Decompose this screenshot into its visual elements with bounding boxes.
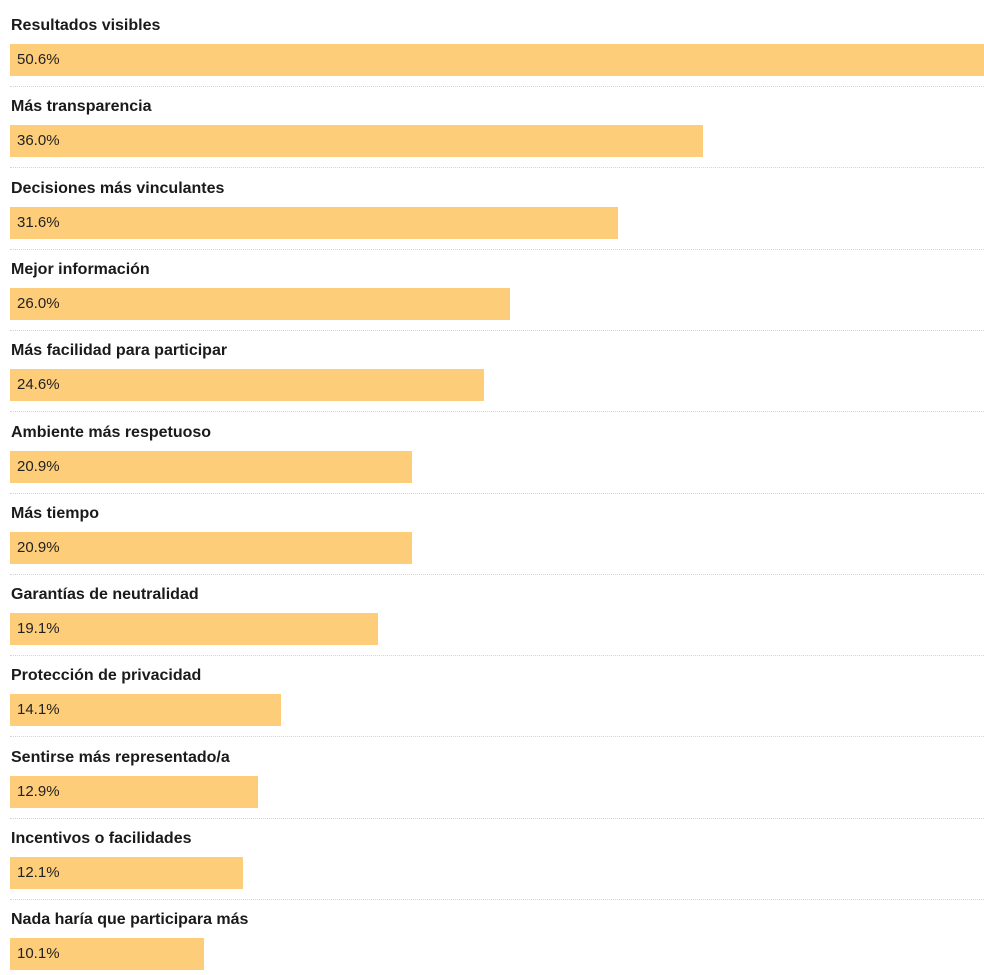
bar	[10, 613, 378, 646]
category-label: Ambiente más respetuoso	[11, 423, 212, 441]
category-label: Más transparencia	[11, 98, 152, 116]
category-label: Más tiempo	[11, 504, 100, 522]
row-divider	[10, 817, 984, 819]
row-divider	[10, 655, 984, 657]
bar-row: Incentivos o facilidades 12.1%	[0, 813, 984, 900]
row-divider	[10, 899, 984, 900]
row-divider	[10, 492, 984, 494]
category-label: Garantías de neutralidad	[11, 586, 199, 604]
bar-row: Más transparencia 36.0%	[0, 81, 984, 169]
bar-row: Nada haría que participara más 10.1%	[0, 894, 984, 975]
row-divider	[10, 573, 984, 575]
category-label: Resultados visibles	[11, 17, 161, 34]
bar	[10, 775, 259, 808]
row-divider	[10, 167, 984, 169]
bar	[10, 287, 511, 320]
value-label: 14.1%	[17, 701, 60, 719]
value-label: 50.6%	[17, 51, 60, 68]
bar	[10, 206, 619, 239]
bar-row: Más tiempo 20.9%	[0, 488, 984, 575]
value-label: 19.1%	[17, 620, 60, 638]
bar-row: Resultados visibles 50.6%	[0, 0, 984, 87]
bar-row: Mejor información 26.0%	[0, 244, 984, 331]
category-label: Sentirse más representado/a	[11, 748, 230, 766]
bar	[10, 44, 984, 76]
row-divider	[10, 736, 984, 738]
value-label: 20.9%	[17, 457, 60, 475]
category-label: Decisiones más vinculantes	[11, 179, 225, 197]
bar	[10, 369, 484, 402]
value-label: 36.0%	[17, 132, 60, 150]
value-label: 12.9%	[17, 782, 60, 800]
bar	[10, 857, 243, 889]
bar-row: Decisiones más vinculantes 31.6%	[0, 163, 984, 250]
value-label: 26.0%	[17, 294, 60, 312]
category-label: Protección de privacidad	[11, 667, 202, 685]
value-label: 31.6%	[17, 213, 60, 231]
value-label: 10.1%	[17, 945, 60, 963]
bar-row: Sentirse más representado/a 12.9%	[0, 732, 984, 819]
row-divider	[10, 411, 984, 413]
bar-row: Garantías de neutralidad 19.1%	[0, 569, 984, 657]
bar	[10, 450, 413, 483]
row-divider	[10, 329, 984, 331]
value-label: 12.1%	[17, 864, 60, 881]
row-divider	[10, 248, 984, 250]
row-divider	[10, 86, 984, 87]
bar	[10, 531, 413, 564]
bar-row: Ambiente más respetuoso 20.9%	[0, 407, 984, 494]
value-label: 20.9%	[17, 538, 60, 556]
category-label: Más facilidad para participar	[11, 342, 228, 360]
category-label: Nada haría que participara más	[11, 911, 249, 929]
category-label: Mejor información	[11, 260, 150, 278]
value-label: 24.6%	[17, 376, 60, 394]
category-label: Incentivos o facilidades	[11, 830, 192, 847]
bar-row: Protección de privacidad 14.1%	[0, 650, 984, 738]
bar-row: Más facilidad para participar 24.6%	[0, 325, 984, 413]
bar	[10, 694, 282, 727]
bar	[10, 125, 703, 158]
